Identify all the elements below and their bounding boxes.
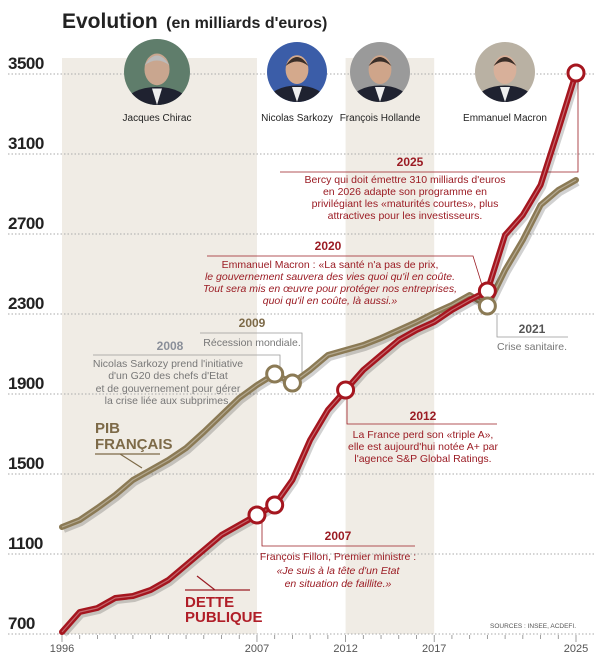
annotation-line: Emmanuel Macron : «La santé n'a pas de p… — [222, 259, 439, 271]
dette-label: DETTE — [185, 594, 234, 611]
x-tick-label: 2012 — [333, 643, 357, 655]
portrait-shirt — [500, 87, 510, 102]
connector-2009 — [200, 332, 303, 376]
annotation-line: en situation de faillite.» — [285, 578, 392, 590]
annotation-2007: 2007 François Fillon, Premier ministre :… — [260, 529, 416, 590]
x-tick-label: 1996 — [50, 643, 74, 655]
portrait-hair — [285, 57, 309, 66]
x-tick-label: 2007 — [245, 643, 269, 655]
annotation-line: le gouvernement sauvera des vies quoi qu… — [205, 271, 455, 283]
chart-title: Evolution (en milliards d'euros) — [62, 10, 327, 33]
president-name: Jacques Chirac — [123, 113, 192, 124]
event-marker — [336, 380, 356, 400]
source-note: SOURCES : INSEE, ACDEFI. — [490, 623, 576, 630]
portrait-photo — [124, 39, 190, 105]
y-axis: 3500 3100 2700 2300 1900 1500 1100 700 — [8, 54, 44, 633]
x-tick-label: 2025 — [564, 643, 588, 655]
event-marker — [282, 373, 302, 393]
portrait-shirt — [152, 88, 162, 105]
annotation-year: 2008 — [157, 339, 184, 353]
annotation-line: Crise sanitaire. — [497, 341, 567, 353]
x-axis: 1996 2007 2012 2017 2025 — [50, 635, 588, 655]
portrait-photo — [267, 42, 327, 102]
pib-label-pointer — [95, 453, 160, 469]
line-dette-publique — [59, 70, 579, 635]
portrait-hair — [368, 57, 392, 66]
annotation-line: elle est aujourd'hui notée A+ par — [348, 441, 498, 453]
y-tick-label: 1900 — [8, 374, 44, 393]
series-label-dette: DETTE PUBLIQUE — [185, 594, 263, 626]
event-marker — [477, 296, 497, 316]
portrait-emmanuel-macron — [475, 42, 535, 102]
connector-2008 — [93, 354, 281, 368]
y-tick-label: 3500 — [8, 54, 44, 73]
dette-label-pointer — [185, 575, 250, 591]
annotation-year: 2021 — [519, 322, 546, 336]
connector-2021 — [496, 313, 568, 338]
connector-2025 — [280, 80, 579, 173]
y-tick-label: 3100 — [8, 134, 44, 153]
line-highlight-dette-publique — [61, 72, 577, 633]
president-portraits: Jacques Chirac Nicolas Sarkozy François Ho… — [123, 39, 547, 124]
annotation-line: Nicolas Sarkozy prend l'initiative — [93, 358, 243, 370]
annotation-2009: 2009 Récession mondiale. — [203, 316, 300, 349]
y-tick-label: 1100 — [8, 534, 43, 553]
y-tick-label: 700 — [8, 614, 35, 633]
president-name: Emmanuel Macron — [463, 113, 547, 124]
president-name: Nicolas Sarkozy — [261, 113, 333, 124]
connector-2020 — [207, 255, 483, 286]
annotation-line: Bercy qui doit émettre 310 milliards d'e… — [304, 174, 505, 186]
annotation-year: 2009 — [239, 316, 266, 330]
event-marker — [566, 63, 586, 83]
annotation-line: l'agence S&P Global Ratings. — [354, 453, 491, 465]
annotation-line: Tout sera mis en œuvre pour protéger nos… — [203, 283, 457, 295]
annotation-2020: 2020 Emmanuel Macron : «La santé n'a pas… — [203, 239, 457, 307]
x-tick-label: 2017 — [422, 643, 446, 655]
portrait-fran-ois-hollande — [350, 42, 410, 102]
annotation-year: 2012 — [410, 409, 437, 423]
portrait-photo — [475, 42, 535, 102]
annotation-line: d'un G20 des chefs d'Etat — [108, 370, 228, 382]
series-label-pib: PIB FRANÇAIS — [95, 420, 173, 453]
annotation-connectors — [93, 80, 579, 591]
connector-2007 — [261, 522, 415, 547]
annotation-line: privilégiant les «maturités courtes», pl… — [312, 198, 499, 210]
annotation-line: François Fillon, Premier ministre : — [260, 551, 416, 563]
y-tick-label: 1500 — [8, 454, 44, 473]
portrait-nicolas-sarkozy — [267, 42, 327, 102]
connector-2012 — [346, 397, 497, 425]
dette-label: PUBLIQUE — [185, 609, 263, 626]
annotation-year: 2020 — [315, 239, 342, 253]
portrait-hair — [144, 55, 170, 66]
portrait-jacques-chirac — [124, 39, 190, 105]
annotation-2021: 2021 Crise sanitaire. — [497, 322, 567, 353]
annotation-2012: 2012 La France perd son «triple A», elle… — [348, 409, 498, 465]
annotation-2025: 2025 Bercy qui doit émettre 310 milliard… — [304, 155, 505, 222]
annotation-line: en 2026 adapte son programme en — [323, 186, 487, 198]
annotation-line: et de gouvernement pour gérer — [96, 383, 241, 395]
portrait-hair — [493, 57, 517, 66]
annotation-line: quoi qu'il en coûte, là aussi.» — [263, 295, 398, 307]
portrait-photo — [350, 42, 410, 102]
event-marker — [265, 364, 285, 384]
annotation-line: la crise liée aux subprimes. — [105, 395, 232, 407]
president-name: François Hollande — [340, 113, 421, 124]
portrait-shirt — [292, 87, 302, 102]
event-marker — [265, 495, 285, 515]
event-marker — [247, 505, 267, 525]
annotation-line: attractives pour les investisseurs. — [328, 210, 483, 222]
y-tick-label: 2300 — [8, 294, 44, 313]
annotation-line: «Je suis à la tête d'un Etat — [277, 565, 401, 577]
y-tick-label: 2700 — [8, 214, 44, 233]
portrait-shirt — [375, 87, 385, 102]
annotation-2008: 2008 Nicolas Sarkozy prend l'initiative … — [93, 339, 243, 407]
annotation-year: 2025 — [397, 155, 424, 169]
annotation-line: La France perd son «triple A», — [353, 429, 494, 441]
event-markers — [247, 63, 586, 525]
pib-label: FRANÇAIS — [95, 436, 173, 453]
annotation-line: Récession mondiale. — [203, 337, 300, 349]
pib-label: PIB — [95, 420, 120, 437]
annotation-year: 2007 — [325, 529, 352, 543]
